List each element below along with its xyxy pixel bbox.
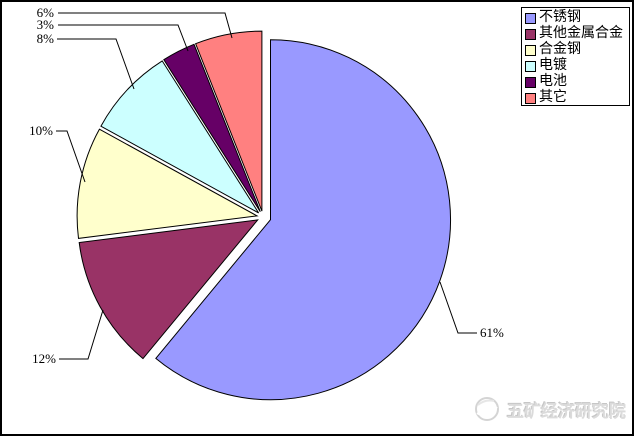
legend-label: 不锈钢 (539, 10, 581, 25)
pie-slice-3 (100, 60, 260, 214)
legend-swatch-icon (525, 28, 536, 40)
percent-label-3: 8% (37, 31, 55, 46)
legend-item-2: 合金钢 (525, 42, 629, 58)
pie-slice-1 (78, 219, 259, 360)
watermark-text: 五矿经济研究院 (507, 401, 626, 421)
legend-swatch-icon (525, 92, 536, 104)
legend-swatch-icon (525, 76, 536, 88)
watermark: 五矿经济研究院 (473, 395, 626, 423)
pie-slice-5 (194, 30, 263, 212)
legend-item-1: 其他金属合金 (525, 26, 629, 42)
percent-label-1: 12% (32, 351, 56, 366)
pie-slice-4 (163, 43, 261, 212)
legend-label: 合金钢 (539, 42, 581, 57)
legend-label: 电池 (539, 74, 567, 89)
percent-label-4: 3% (37, 17, 55, 32)
legend-item-4: 电池 (525, 74, 629, 90)
legend-label: 电镀 (539, 58, 567, 73)
legend: 不锈钢 其他金属合金 合金钢 电镀 电池 其它 (521, 7, 630, 106)
leader-line-5 (58, 12, 233, 39)
percent-label-2: 10% (29, 123, 53, 138)
percent-label-5: 6% (37, 5, 55, 20)
legend-swatch-icon (525, 60, 536, 72)
legend-label: 其他金属合金 (539, 26, 623, 41)
legend-item-0: 不锈钢 (525, 10, 629, 26)
percent-label-0: 61% (480, 325, 504, 340)
legend-swatch-icon (525, 44, 536, 56)
leader-line-4 (58, 24, 189, 52)
legend-swatch-icon (525, 12, 536, 24)
leader-line-2 (56, 130, 86, 183)
legend-item-3: 电镀 (525, 58, 629, 74)
leader-line-3 (57, 38, 135, 90)
pie-slice-2 (76, 128, 259, 239)
leader-line-0 (439, 281, 477, 334)
leader-line-1 (59, 309, 104, 360)
legend-label: 其它 (539, 90, 567, 105)
pie-slice-0 (155, 39, 451, 401)
legend-item-5: 其它 (525, 90, 629, 106)
globe-icon (475, 397, 499, 421)
